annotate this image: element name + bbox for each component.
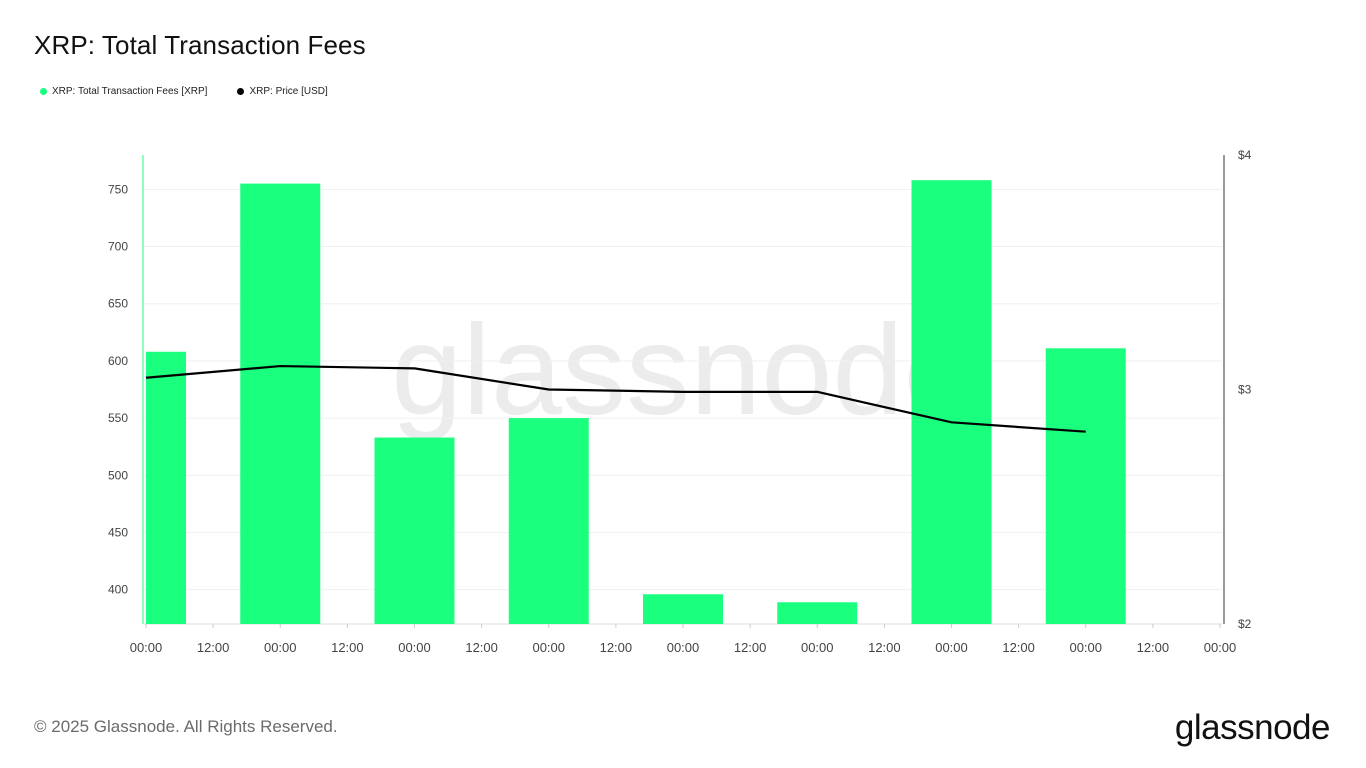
left-axis-tick-label: 550 <box>108 411 128 425</box>
left-axis-tick-label: 700 <box>108 240 128 254</box>
x-axis-tick-label: 00:00 <box>935 640 968 655</box>
x-axis-tick-label: 00:00 <box>532 640 565 655</box>
x-axis-tick-label: 00:00 <box>264 640 297 655</box>
x-axis-tick-label: 12:00 <box>1002 640 1035 655</box>
x-axis-tick-label: 00:00 <box>667 640 700 655</box>
chart-title: XRP: Total Transaction Fees <box>34 30 366 60</box>
fees-bar <box>146 351 186 624</box>
x-axis-tick-label: 00:00 <box>1204 640 1237 655</box>
legend-item-fees[interactable]: XRP: Total Transaction Fees [XRP] <box>40 86 207 97</box>
x-axis-tick-label: 12:00 <box>197 640 230 655</box>
price-line <box>145 364 1086 433</box>
legend-item-price[interactable]: XRP: Price [USD] <box>237 86 328 97</box>
x-axis-tick-label: 12:00 <box>734 640 767 655</box>
fees-bar <box>374 437 455 624</box>
legend-dot-price <box>237 88 245 95</box>
legend-label-price: XRP: Price [USD] <box>249 86 328 97</box>
fees-bar <box>777 602 858 624</box>
legend-dot-fees <box>40 88 47 95</box>
x-axis-tick-label: 12:00 <box>600 640 633 655</box>
left-axis-tick-label: 500 <box>108 468 128 482</box>
x-axis-tick-label: 12:00 <box>1137 640 1170 655</box>
x-axis-tick-label: 00:00 <box>801 640 834 655</box>
x-axis-tick-label: 12:00 <box>331 640 364 655</box>
fees-bar <box>911 180 992 625</box>
legend-label-fees: XRP: Total Transaction Fees [XRP] <box>52 86 208 97</box>
x-axis-tick-label: 12:00 <box>868 640 901 655</box>
x-axis-tick-label: 00:00 <box>1069 640 1102 655</box>
right-axis-tick-label: $2 <box>1238 617 1252 631</box>
chart-legend: XRP: Total Transaction Fees [XRP] XRP: P… <box>40 86 328 97</box>
x-axis-tick-label: 12:00 <box>465 640 498 655</box>
left-axis-tick-label: 600 <box>108 354 128 368</box>
left-axis-tick-label: 400 <box>108 583 128 597</box>
x-axis-tick-label: 00:00 <box>398 640 431 655</box>
watermark-text: glassnode <box>391 299 975 442</box>
right-axis-tick-label: $3 <box>1238 383 1252 397</box>
left-axis-tick-label: 450 <box>108 525 128 539</box>
fees-bar <box>643 594 723 624</box>
left-axis-tick-label: 750 <box>108 182 128 196</box>
fees-bar <box>1045 348 1126 624</box>
right-axis-tick-label: $4 <box>1238 148 1252 162</box>
x-axis-tick-label: 00:00 <box>130 640 163 655</box>
fees-bar <box>240 183 321 624</box>
fees-bar <box>508 418 589 624</box>
copyright-footer: © 2025 Glassnode. All Rights Reserved. <box>34 717 338 736</box>
left-axis-tick-label: 650 <box>108 297 128 311</box>
brand-logo: glassnode <box>1174 708 1331 747</box>
